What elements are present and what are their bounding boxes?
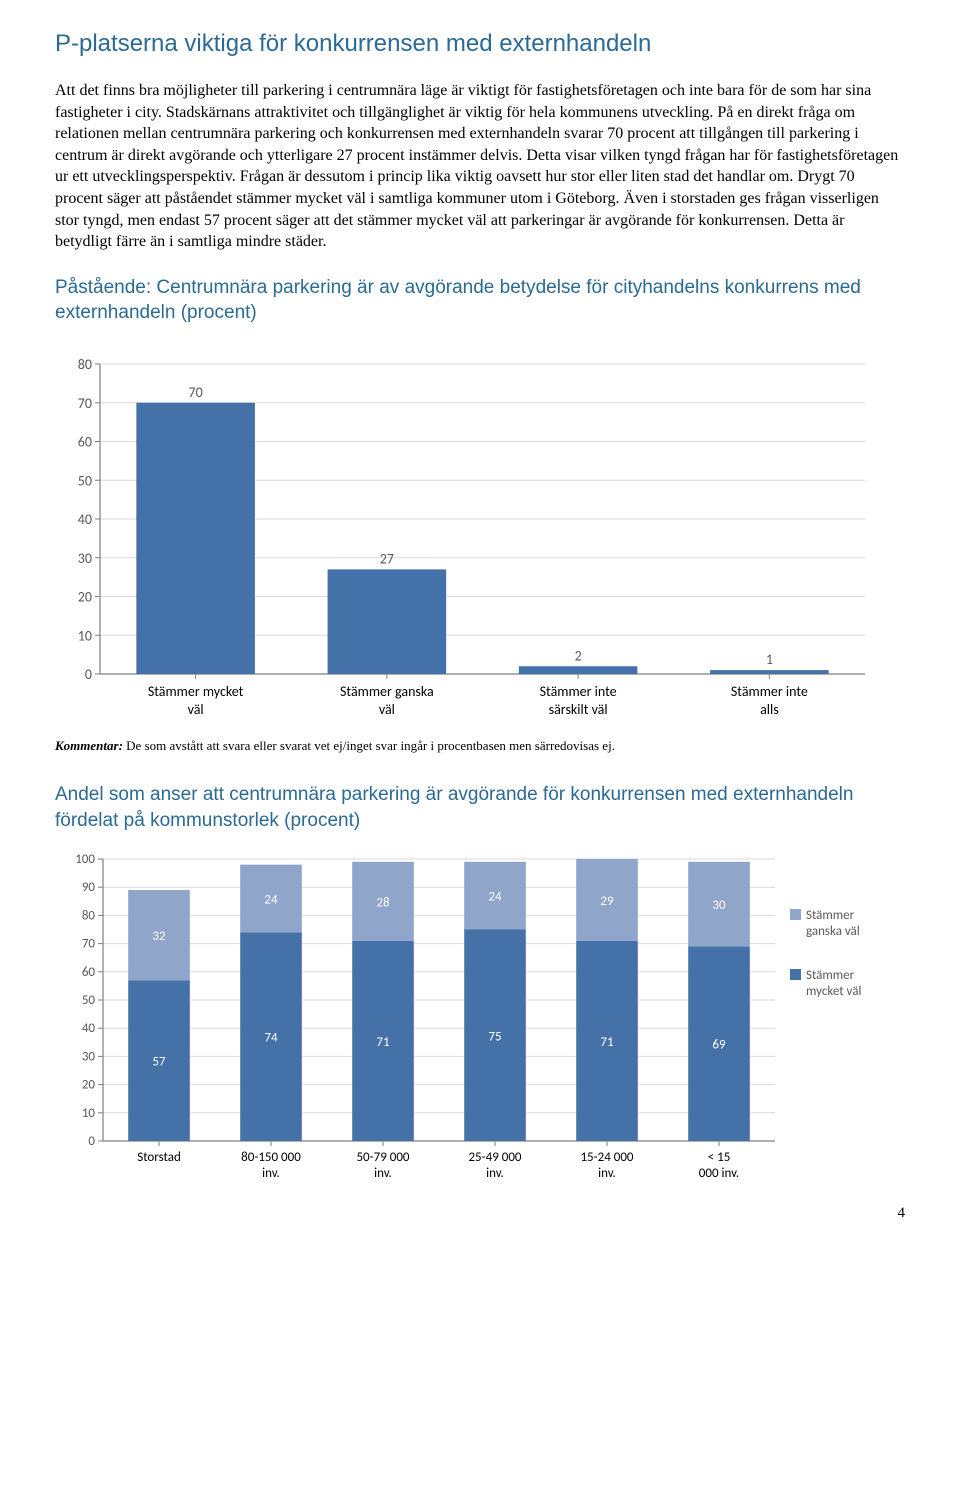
svg-text:alls: alls xyxy=(760,701,779,718)
svg-text:inv.: inv. xyxy=(262,1166,280,1181)
svg-text:mycket väl: mycket väl xyxy=(806,984,861,999)
page-number: 4 xyxy=(55,1205,905,1222)
chart1-comment: Kommentar: De som avstått att svara elle… xyxy=(55,738,905,754)
svg-text:Stämmer inte: Stämmer inte xyxy=(540,683,617,700)
svg-text:40: 40 xyxy=(82,1022,96,1037)
chart2: 0 10 20 30 40 50 60 70 80 90 100 57 32 Storstad 74 24 80… xyxy=(55,851,905,1191)
svg-text:80: 80 xyxy=(82,909,96,924)
chart1-container: 0102030405060708070Stämmer mycketväl27St… xyxy=(55,344,905,724)
chart1-title: Påstående: Centrumnära parkering är av a… xyxy=(55,275,905,326)
chart2-container: 0 10 20 30 40 50 60 70 80 90 100 57 32 Storstad 74 24 80… xyxy=(55,851,905,1191)
comment-text: De som avstått att svara eller svarat ve… xyxy=(123,738,615,753)
svg-text:24: 24 xyxy=(488,890,502,905)
svg-text:inv.: inv. xyxy=(598,1166,616,1181)
svg-text:10: 10 xyxy=(82,1106,96,1121)
page-heading: P-platserna viktiga för konkurrensen med… xyxy=(55,30,905,58)
svg-text:30: 30 xyxy=(78,550,92,567)
svg-text:Stämmer: Stämmer xyxy=(806,908,855,923)
svg-text:74: 74 xyxy=(264,1031,278,1046)
svg-text:0: 0 xyxy=(88,1134,95,1149)
svg-text:1: 1 xyxy=(766,651,773,668)
svg-text:71: 71 xyxy=(376,1035,389,1050)
svg-text:70: 70 xyxy=(78,395,92,412)
svg-text:ganska väl: ganska väl xyxy=(806,924,860,939)
svg-text:50: 50 xyxy=(78,472,92,489)
svg-text:27: 27 xyxy=(380,550,394,567)
svg-text:50: 50 xyxy=(82,993,96,1008)
svg-text:70: 70 xyxy=(189,384,203,401)
svg-text:10: 10 xyxy=(78,627,92,644)
svg-text:000 inv.: 000 inv. xyxy=(699,1166,739,1181)
svg-text:32: 32 xyxy=(152,929,166,944)
comment-label: Kommentar: xyxy=(55,738,123,753)
svg-text:29: 29 xyxy=(600,894,614,909)
svg-text:75: 75 xyxy=(488,1030,501,1045)
body-paragraph: Att det finns bra möjligheter till parke… xyxy=(55,80,905,253)
svg-text:inv.: inv. xyxy=(374,1166,392,1181)
svg-text:< 15: < 15 xyxy=(708,1150,731,1165)
svg-text:80-150 000: 80-150 000 xyxy=(241,1150,301,1165)
svg-text:2: 2 xyxy=(575,647,582,664)
svg-text:Storstad: Storstad xyxy=(137,1150,181,1165)
svg-text:25-49 000: 25-49 000 xyxy=(468,1150,521,1165)
svg-text:30: 30 xyxy=(712,898,726,913)
svg-text:särskilt väl: särskilt väl xyxy=(549,701,608,718)
svg-text:80: 80 xyxy=(78,356,92,373)
svg-text:väl: väl xyxy=(188,701,204,718)
svg-text:60: 60 xyxy=(78,434,92,451)
chart1: 0102030405060708070Stämmer mycketväl27St… xyxy=(55,344,875,724)
svg-text:30: 30 xyxy=(82,1050,96,1065)
svg-text:20: 20 xyxy=(78,589,92,606)
svg-text:100: 100 xyxy=(75,852,95,867)
svg-text:väl: väl xyxy=(379,701,395,718)
svg-text:71: 71 xyxy=(600,1035,613,1050)
svg-text:90: 90 xyxy=(82,881,96,896)
svg-text:40: 40 xyxy=(78,511,92,528)
svg-text:69: 69 xyxy=(712,1038,726,1053)
svg-text:Stämmer ganska: Stämmer ganska xyxy=(340,683,434,700)
svg-text:24: 24 xyxy=(264,893,278,908)
svg-text:Stämmer mycket: Stämmer mycket xyxy=(148,683,244,700)
svg-text:0: 0 xyxy=(85,666,92,683)
svg-text:70: 70 xyxy=(82,937,96,952)
svg-text:57: 57 xyxy=(152,1055,166,1070)
svg-text:Stämmer: Stämmer xyxy=(806,968,855,983)
svg-text:inv.: inv. xyxy=(486,1166,504,1181)
svg-text:28: 28 xyxy=(376,896,390,911)
svg-text:50-79 000: 50-79 000 xyxy=(356,1150,409,1165)
svg-text:Stämmer inte: Stämmer inte xyxy=(731,683,808,700)
svg-text:20: 20 xyxy=(82,1078,96,1093)
chart2-title: Andel som anser att centrumnära parkerin… xyxy=(55,782,905,833)
svg-text:15-24 000: 15-24 000 xyxy=(580,1150,633,1165)
svg-text:60: 60 xyxy=(82,965,96,980)
